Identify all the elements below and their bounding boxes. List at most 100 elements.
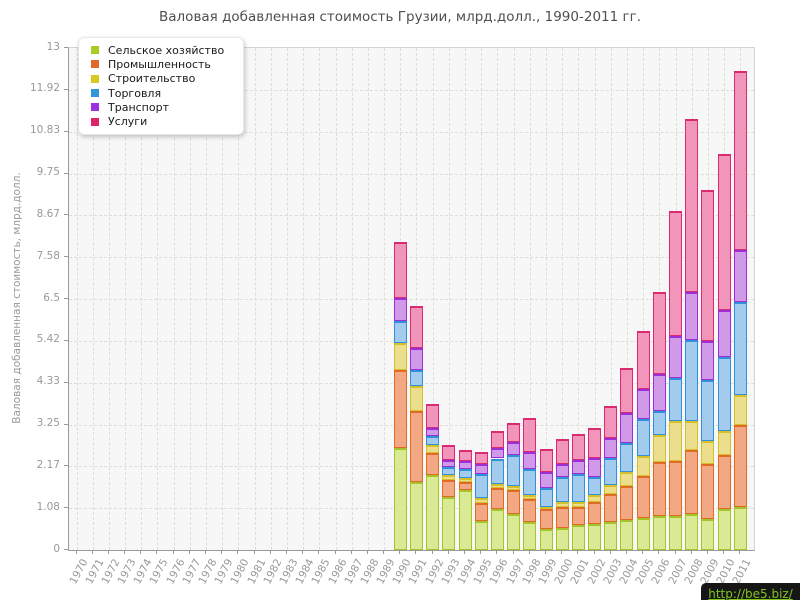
v-gridline bbox=[465, 48, 467, 550]
bar-segment-1993-Строительство bbox=[442, 474, 456, 481]
x-tick-mark bbox=[75, 550, 77, 554]
plot-area bbox=[68, 47, 755, 551]
bar-segment-2011-Промышленность bbox=[733, 424, 747, 507]
x-tick-mark bbox=[172, 550, 174, 554]
v-gridline bbox=[157, 48, 159, 550]
legend-item-0: Сельское хозяйство bbox=[91, 43, 243, 57]
v-gridline bbox=[513, 48, 515, 550]
y-tick-label: 9.75 bbox=[36, 166, 60, 178]
bar-segment-2008-Промышленность bbox=[685, 450, 699, 515]
bar-segment-1994-Строительство bbox=[458, 478, 472, 483]
x-tick-mark bbox=[723, 550, 725, 554]
bar-segment-1997-Услуги bbox=[507, 423, 521, 443]
x-tick-mark bbox=[674, 550, 676, 554]
y-tick-label: 0 bbox=[53, 542, 60, 555]
bar-segment-2005-Услуги bbox=[636, 330, 650, 389]
bar-segment-1991-Строительство bbox=[409, 386, 423, 412]
legend-item-4: Транспорт bbox=[91, 100, 243, 114]
bar-segment-2006-Сельское хозяйство bbox=[652, 516, 666, 550]
bar-segment-2010-Промышленность bbox=[717, 455, 731, 510]
watermark-link[interactable]: http://be5.biz/ bbox=[708, 587, 793, 600]
x-tick-mark bbox=[577, 550, 579, 554]
v-gridline bbox=[286, 48, 288, 550]
x-tick-mark bbox=[318, 550, 320, 554]
h-gridline bbox=[69, 89, 754, 91]
bar-segment-2000-Транспорт bbox=[555, 464, 569, 477]
bar-segment-2010-Услуги bbox=[717, 154, 731, 311]
bar-segment-2006-Транспорт bbox=[652, 373, 666, 411]
v-gridline bbox=[448, 48, 450, 550]
v-gridline bbox=[643, 48, 645, 550]
bar-segment-2007-Промышленность bbox=[669, 460, 683, 517]
bar-segment-2002-Транспорт bbox=[588, 457, 602, 477]
h-gridline bbox=[69, 215, 754, 217]
v-gridline bbox=[416, 48, 418, 550]
y-tick-label: 3.25 bbox=[36, 417, 60, 429]
bar-segment-1995-Сельское хозяйство bbox=[474, 521, 488, 550]
x-tick-mark bbox=[706, 550, 708, 554]
bar-segment-2007-Сельское хозяйство bbox=[669, 516, 683, 550]
y-tick-label: 8.67 bbox=[36, 207, 60, 220]
bar-segment-1998-Транспорт bbox=[523, 452, 537, 469]
v-gridline bbox=[562, 48, 564, 550]
bar-segment-2008-Сельское хозяйство bbox=[685, 514, 699, 550]
x-tick-mark bbox=[383, 550, 385, 554]
bar-segment-2002-Промышленность bbox=[588, 501, 602, 524]
bar-segment-2007-Торговля bbox=[669, 378, 683, 422]
y-tick-mark bbox=[64, 423, 68, 425]
bar-segment-2008-Торговля bbox=[685, 340, 699, 421]
bar-segment-1993-Промышленность bbox=[442, 480, 456, 497]
bar-segment-1997-Транспорт bbox=[507, 442, 521, 456]
bar-segment-2011-Сельское хозяйство bbox=[733, 506, 747, 550]
bar-segment-2008-Строительство bbox=[685, 420, 699, 450]
legend-swatch-icon bbox=[91, 74, 99, 83]
bar-segment-2010-Транспорт bbox=[717, 310, 731, 358]
bar-segment-2000-Услуги bbox=[555, 438, 569, 465]
x-tick-mark bbox=[625, 550, 627, 554]
bar-segment-1992-Промышленность bbox=[426, 453, 440, 475]
v-gridline bbox=[189, 48, 191, 550]
bar-segment-2002-Услуги bbox=[588, 428, 602, 458]
bar-segment-1990-Промышленность bbox=[393, 370, 407, 448]
bar-segment-2005-Торговля bbox=[636, 418, 650, 456]
legend: Сельское хозяйство Промышленность Строител… bbox=[78, 37, 244, 135]
y-tick-mark bbox=[64, 465, 68, 467]
bar-segment-2000-Строительство bbox=[555, 501, 569, 507]
y-tick-label: 10.83 bbox=[29, 124, 60, 137]
bar-segment-2004-Строительство bbox=[620, 471, 634, 486]
bar-segment-1998-Сельское хозяйство bbox=[523, 521, 537, 550]
x-tick-mark bbox=[561, 550, 563, 554]
bar-segment-1999-Сельское хозяйство bbox=[539, 529, 553, 550]
v-gridline bbox=[481, 48, 483, 550]
bar-segment-1996-Сельское хозяйство bbox=[490, 509, 504, 550]
x-tick-mark bbox=[302, 550, 304, 554]
x-tick-mark bbox=[609, 550, 611, 554]
v-gridline bbox=[497, 48, 499, 550]
bar-segment-2003-Промышленность bbox=[604, 494, 618, 522]
bar-segment-2002-Сельское хозяйство bbox=[588, 523, 602, 550]
legend-label: Строительство bbox=[108, 72, 196, 86]
y-tick-label: 5.42 bbox=[36, 333, 60, 346]
v-gridline bbox=[432, 48, 434, 550]
bar-segment-2003-Торговля bbox=[604, 457, 618, 486]
v-gridline bbox=[546, 48, 547, 550]
x-tick-mark bbox=[528, 550, 530, 554]
x-tick-mark bbox=[156, 550, 158, 554]
v-gridline bbox=[335, 48, 337, 550]
bar-segment-1990-Услуги bbox=[393, 242, 407, 299]
bar-segment-2010-Строительство bbox=[717, 430, 731, 456]
y-tick-mark bbox=[64, 88, 68, 90]
legend-swatch-icon bbox=[91, 46, 99, 55]
v-gridline bbox=[141, 48, 143, 550]
bar-segment-1999-Транспорт bbox=[539, 471, 553, 488]
v-gridline bbox=[351, 48, 353, 550]
bar-segment-2002-Строительство bbox=[588, 495, 602, 502]
x-tick-mark bbox=[447, 550, 449, 554]
v-gridline bbox=[206, 48, 208, 550]
x-tick-mark bbox=[188, 550, 190, 554]
bar-segment-1997-Торговля bbox=[507, 455, 521, 486]
bar-segment-2005-Строительство bbox=[636, 455, 650, 476]
legend-item-2: Строительство bbox=[91, 72, 243, 86]
x-tick-mark bbox=[205, 550, 207, 554]
